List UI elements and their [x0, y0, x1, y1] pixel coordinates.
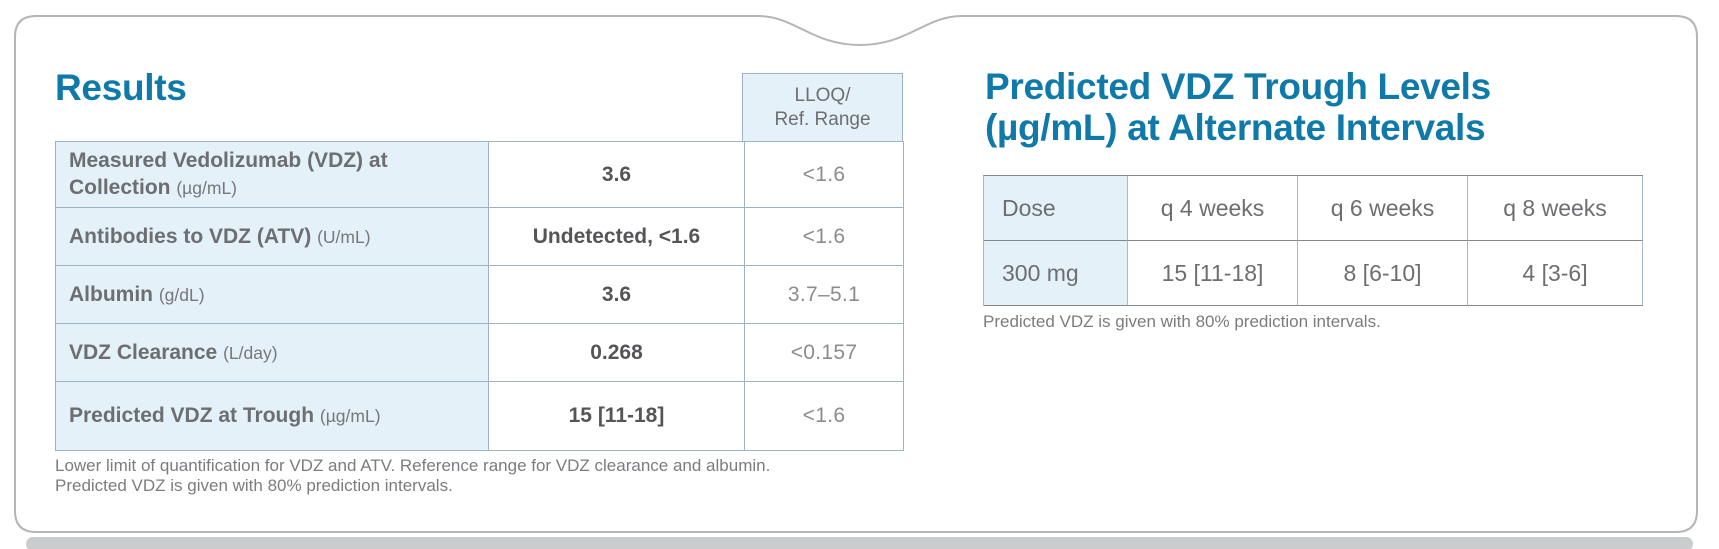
table-row-value: 3.6 — [489, 142, 745, 208]
predicted-trough-title-line2: (µg/mL) at Alternate Intervals — [985, 107, 1486, 148]
row-label-unit: (µg/mL) — [176, 178, 238, 198]
row-label-text: VDZ Clearance — [69, 340, 218, 364]
row-label-text: Measured Vedolizumab (VDZ) at Collection — [69, 149, 388, 199]
table-row-ref: 3.7–5.1 — [745, 266, 904, 324]
predicted-trough-title: Predicted VDZ Trough Levels (µg/mL) at A… — [985, 66, 1491, 148]
dose-table-footnote: Predicted VDZ is given with 80% predicti… — [983, 312, 1381, 331]
row-label-text: Albumin — [69, 282, 153, 306]
card-bottom-shadow — [26, 537, 1693, 549]
q6-weeks-value-cell: 8 [6-10] — [1298, 241, 1468, 306]
results-footnote-line2: Predicted VDZ is given with 80% predicti… — [55, 475, 453, 495]
table-row-value: 15 [11-18] — [489, 382, 745, 451]
table-row-ref: <1.6 — [745, 208, 904, 266]
table-row-ref: <0.157 — [745, 324, 904, 382]
lloq-ref-range-header: LLOQ/ Ref. Range — [742, 73, 903, 142]
results-title: Results — [55, 67, 187, 108]
table-row-label: Measured Vedolizumab (VDZ) at Collection… — [56, 142, 489, 208]
row-label-unit: (µg/mL) — [319, 406, 381, 426]
q8-weeks-header-cell: q 8 weeks — [1468, 176, 1643, 241]
results-table: Measured Vedolizumab (VDZ) at Collection… — [55, 141, 904, 451]
q4-weeks-header-cell: q 4 weeks — [1128, 176, 1298, 241]
table-row-value: 0.268 — [489, 324, 745, 382]
row-label-text: Predicted VDZ at Trough — [69, 404, 315, 427]
results-footnote-line1: Lower limit of quantification for VDZ an… — [55, 456, 771, 475]
q4-weeks-value-cell: 15 [11-18] — [1128, 241, 1298, 306]
table-row-value: Undetected, <1.6 — [489, 208, 745, 266]
row-label-unit: (U/mL) — [317, 226, 371, 247]
table-row-label: Antibodies to VDZ (ATV) (U/mL) — [56, 208, 489, 266]
lloq-header-line1: LLOQ/ — [794, 84, 851, 106]
row-label-unit: (L/day) — [223, 342, 278, 363]
predicted-trough-title-line1: Predicted VDZ Trough Levels — [985, 66, 1491, 107]
q8-weeks-value-cell: 4 [3-6] — [1468, 241, 1643, 306]
table-row-value: 3.6 — [489, 266, 745, 324]
table-row-label: Predicted VDZ at Trough (µg/mL) — [56, 382, 489, 451]
results-footnote: Lower limit of quantification for VDZ an… — [55, 456, 770, 495]
table-row-label: Albumin (g/dL) — [56, 266, 489, 324]
row-label-text: Antibodies to VDZ (ATV) — [69, 224, 312, 248]
table-row-ref: <1.6 — [745, 142, 904, 208]
dose-value-cell: 300 mg — [984, 241, 1128, 306]
lloq-header-line2: Ref. Range — [774, 108, 871, 130]
dose-interval-table: Dose q 4 weeks q 6 weeks q 8 weeks 300 m… — [983, 175, 1643, 306]
table-row-label: VDZ Clearance (L/day) — [56, 324, 489, 382]
row-label-unit: (g/dL) — [158, 284, 205, 305]
q6-weeks-header-cell: q 6 weeks — [1298, 176, 1468, 241]
dose-header-cell: Dose — [984, 176, 1128, 241]
table-row-ref: <1.6 — [745, 382, 904, 451]
